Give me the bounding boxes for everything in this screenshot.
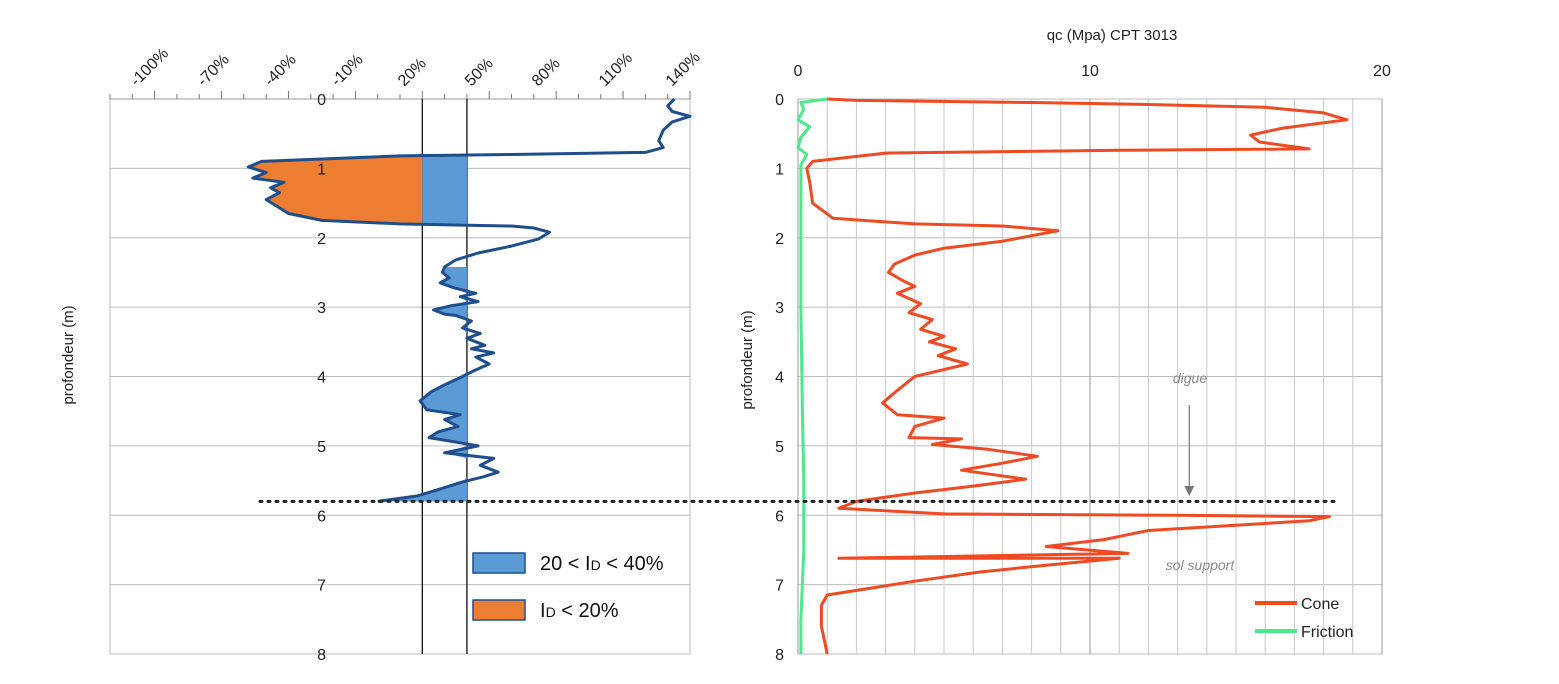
density-index-curve (246, 97, 692, 503)
left-y-tick-label: 2 (317, 231, 326, 248)
right-y-tick-label: 6 (775, 508, 784, 525)
legend-label-orange: ID < 20% (540, 600, 619, 622)
left-x-tick-label: 20% (395, 55, 430, 90)
legend-swatch-blue (472, 552, 526, 574)
left-legend: 20 < ID < 40% ID < 20% (472, 552, 664, 622)
left-y-tick-label: 5 (317, 439, 326, 456)
left-x-tick-label: -100% (127, 45, 172, 90)
fill-id-below-20 (248, 155, 423, 224)
legend-label-orange-sub: D (546, 604, 556, 620)
left-y-tick-label: 6 (317, 508, 326, 525)
legend-label-blue-b: < 40% (601, 553, 664, 575)
left-x-tick-label: 50% (462, 55, 497, 90)
right-y-tick-label: 4 (775, 370, 784, 387)
left-y-axis-label: profondeur (m) (60, 305, 77, 404)
left-y-tick-label: 1 (317, 161, 326, 178)
right-x-tick-label: 0 (794, 63, 803, 80)
left-x-tick-label: 80% (529, 55, 564, 90)
left-x-tick-label: -70% (194, 51, 232, 89)
legend-cone-label: Cone (1301, 596, 1339, 613)
right-y-tick-label: 2 (775, 231, 784, 248)
left-x-tick-label: -40% (261, 51, 299, 89)
left-x-tick-label: 140% (663, 49, 704, 90)
annotation-sol-support: sol support (1166, 557, 1236, 573)
right-y-tick-label: 1 (775, 161, 784, 178)
left-y-tick-label: 7 (317, 578, 326, 595)
friction-curve (796, 97, 828, 654)
right-y-tick-label: 3 (775, 300, 784, 317)
left-y-tick-label: 4 (317, 370, 326, 387)
right-y-axis-label: profondeur (m) (739, 310, 756, 409)
legend-label-blue-a: 20 < I (540, 553, 591, 575)
legend-label-orange-a: I (540, 600, 546, 622)
left-x-tick-label: 110% (596, 50, 636, 90)
right-y-tick-label: 0 (775, 92, 784, 109)
right-legend: Cone Friction (1255, 596, 1353, 641)
legend-label-blue: 20 < ID < 40% (540, 553, 664, 575)
left-y-tick-label: 8 (317, 647, 326, 664)
cone-curve (805, 97, 1349, 655)
right-y-tick-label: 8 (775, 647, 784, 664)
left-y-tick-label: 3 (317, 300, 326, 317)
annotation-arrow-head (1184, 486, 1195, 496)
left-y-tick-label: 0 (317, 92, 326, 109)
right-chart-grid (797, 98, 1383, 655)
legend-label-orange-b: < 20% (556, 600, 619, 622)
left-chart-series (246, 97, 692, 503)
overlay (258, 405, 1338, 503)
legend-swatch-orange (472, 599, 526, 621)
right-x-tick-label: 10 (1081, 63, 1099, 80)
legend-label-blue-sub: D (591, 557, 601, 573)
legend-friction-label: Friction (1301, 624, 1353, 641)
right-chart-title: qc (Mpa) CPT 3013 (1047, 27, 1178, 44)
right-y-tick-label: 7 (775, 578, 784, 595)
left-x-tick-label: -10% (328, 51, 366, 89)
fill-id-20-40 (422, 155, 467, 224)
annotation-digue: digue (1173, 370, 1207, 386)
right-chart-series (796, 97, 1349, 655)
right-x-tick-label: 20 (1373, 63, 1391, 80)
right-y-tick-label: 5 (775, 439, 784, 456)
